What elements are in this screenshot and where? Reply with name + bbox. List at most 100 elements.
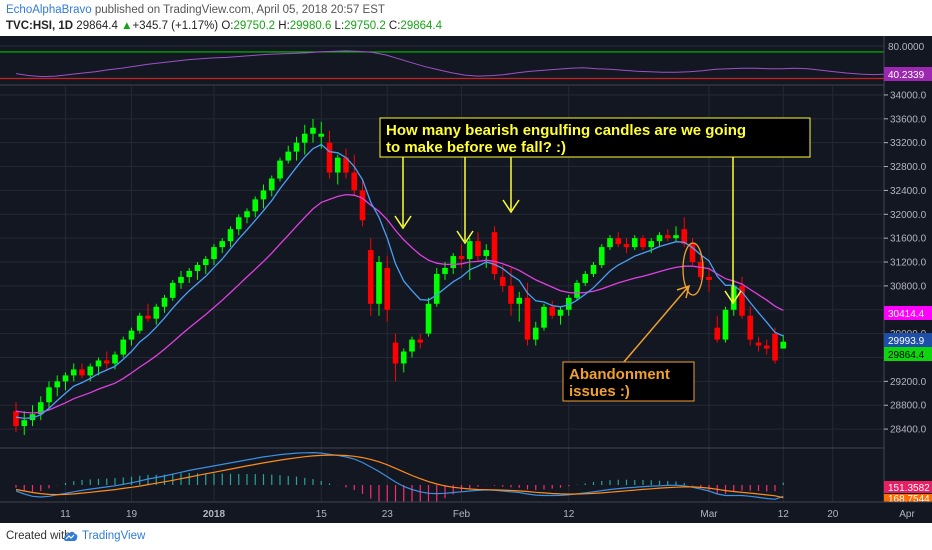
candle-body (211, 247, 217, 260)
author-link[interactable]: EchoAlphaBravo (6, 4, 92, 16)
candle-body (648, 241, 655, 248)
candle-body (252, 199, 259, 212)
time-tick-label: 2018 (203, 509, 226, 520)
candle-body (334, 157, 341, 173)
candle-body (268, 178, 275, 191)
time-tick-label: 23 (382, 509, 394, 520)
macd-value-tag (884, 481, 932, 493)
candle-body (169, 282, 176, 298)
candle-body (417, 339, 424, 343)
candle-body (475, 241, 481, 257)
symbol-label[interactable]: TVC:HSI, 1D (6, 20, 74, 32)
candle-body (376, 262, 382, 304)
candle-body (714, 327, 721, 340)
candle-body (524, 297, 531, 340)
candle-body (95, 360, 102, 367)
annotation-engulfing: How many bearish engulfing candles are w… (379, 117, 811, 158)
rsi-pane[interactable] (0, 45, 914, 80)
ema-slow-price-label: 30414.4 (888, 309, 925, 320)
created-with-text: Created with (6, 530, 71, 542)
time-axis-labels: 111920181523Feb12Mar1220Apr16 (60, 509, 915, 520)
time-tick-label: Feb (453, 509, 471, 520)
arrow-1 (394, 156, 412, 230)
tradingview-logo-icon[interactable] (62, 529, 78, 543)
time-axis[interactable] (0, 502, 932, 523)
candle-body (772, 333, 778, 361)
rsi-line (15, 50, 914, 78)
time-tick-label: 19 (126, 509, 138, 520)
time-tick-label: 20 (827, 509, 839, 520)
candle-body (640, 238, 646, 248)
candle-body (128, 330, 135, 340)
candle-body (508, 285, 514, 304)
ema-slow-line (15, 193, 784, 414)
candle-body (103, 360, 110, 364)
annotation-abandonment-line1: Abandonment (569, 366, 670, 383)
annotation-abandonment-line2: issues :) (569, 383, 630, 400)
rsi-tick-label: 80.0000 (888, 42, 925, 53)
candle-body (219, 241, 226, 248)
candle-body (442, 267, 448, 274)
candle-body (153, 306, 160, 319)
signal-value-label: 168.7544 (888, 494, 930, 505)
candle-body (343, 157, 349, 173)
candle-body (739, 285, 745, 316)
candle-body (607, 238, 613, 248)
candle-body (615, 238, 622, 245)
publish-info: EchoAlphaBravo published on TradingView.… (6, 4, 385, 16)
price-tick-label: 32400.0 (890, 186, 927, 197)
candle-body (400, 351, 407, 364)
candle-body (384, 267, 391, 310)
price-axis-labels: 34000.0 33600.0 33200.0 32800.0 32400.0 32000… (884, 90, 927, 436)
candle-body (318, 133, 325, 137)
candle-body (664, 235, 671, 239)
ema-fast-line (15, 143, 784, 420)
price-tick-label: 32000.0 (890, 210, 927, 221)
arrow-4 (724, 156, 742, 305)
candle-body (285, 151, 292, 161)
candle-body (557, 309, 564, 316)
candle-body (54, 381, 61, 388)
candle-body (433, 273, 440, 304)
candle-body (178, 276, 184, 283)
candle-body (62, 375, 69, 382)
candle-body (326, 142, 333, 173)
candle-body (37, 402, 44, 415)
time-tick-label: 12 (778, 509, 790, 520)
last-price: 29864.4 (76, 20, 118, 32)
candle-body (21, 420, 28, 427)
rsi-value-label: 40.2339 (888, 70, 925, 81)
price-tick-label: 29200.0 (890, 377, 927, 388)
candle-body (310, 127, 316, 134)
candle-body (359, 190, 366, 221)
published-text: published on TradingView.com, April 05, … (94, 4, 385, 16)
chart-canvas[interactable]: How many bearish engulfing candles are w… (0, 36, 932, 523)
time-tick-label: Mar (700, 509, 718, 520)
price-tick-label: 32800.0 (890, 162, 927, 173)
candle-body (747, 315, 754, 340)
candle-body (244, 211, 250, 218)
tradingview-brand[interactable]: TradingView (82, 530, 146, 542)
candle-body (13, 411, 19, 427)
price-tick-label: 28800.0 (890, 401, 927, 412)
price-scale[interactable] (884, 36, 932, 502)
candle-body (656, 235, 663, 242)
candle-body (689, 244, 696, 263)
time-tick-label: Apr (899, 509, 915, 520)
candle-body (755, 342, 762, 346)
chart-header: EchoAlphaBravo published on TradingView.… (0, 0, 932, 36)
price-tick-label: 28400.0 (890, 425, 927, 436)
ema-fast-price-label: 29993.9 (888, 336, 925, 347)
open-label: O: (221, 20, 234, 32)
low-value: 29750.2 (344, 20, 386, 32)
ema-slow-price-tag (884, 306, 932, 320)
change-arrow-icon: ▲ (121, 20, 133, 32)
macd-line (15, 451, 784, 500)
price-tick-label: 30800.0 (890, 281, 927, 292)
footer: Created with TradingView (0, 523, 932, 550)
time-tick-label: 11 (60, 509, 71, 520)
orange-arrow (622, 284, 691, 364)
chart-background (0, 36, 932, 523)
yellow-arrows (394, 156, 742, 305)
candle-body (574, 282, 580, 298)
